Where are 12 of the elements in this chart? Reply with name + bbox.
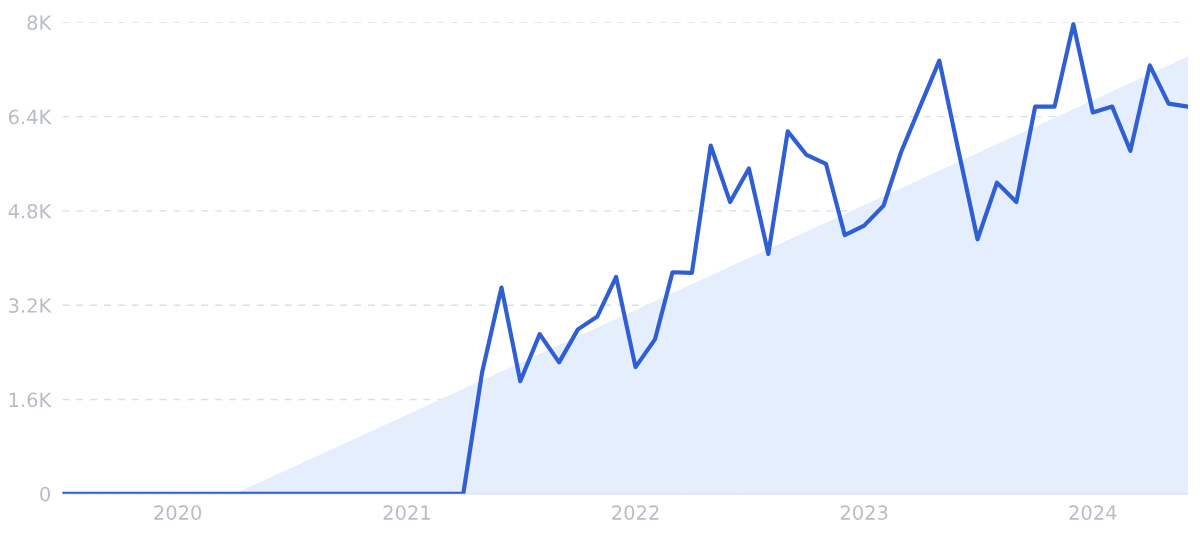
y-tick-label: 4.8K [8,203,52,219]
y-tick-label: 6.4K [8,109,52,125]
x-tick-label: 2021 [383,505,430,520]
x-tick-label: 2020 [154,505,202,520]
y-tick-label: 1.6K [9,392,52,408]
y-tick-label: 0 [40,486,50,502]
y-tick-label: 8K [27,15,52,30]
line-series [62,22,1188,494]
x-tick-label: 2022 [612,505,659,520]
x-tick-label: 2024 [1069,505,1117,520]
x-tick-label: 2023 [840,505,888,520]
y-tick-label: 3.2K [9,298,52,313]
